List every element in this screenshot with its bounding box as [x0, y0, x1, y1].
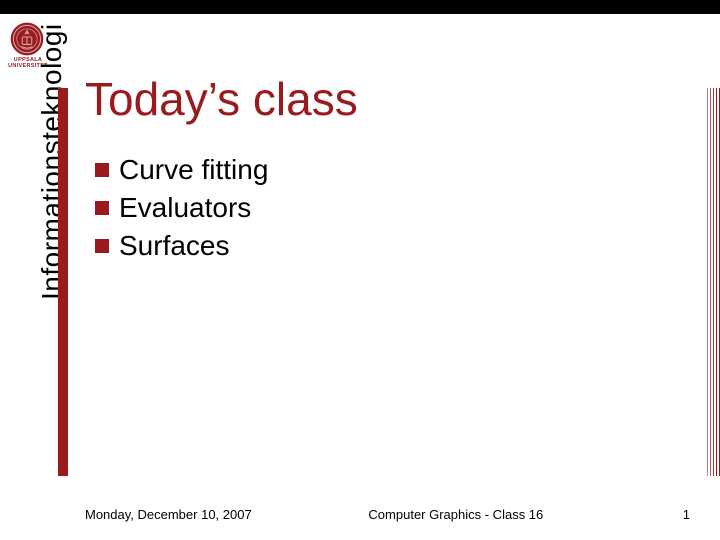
list-item: Curve fitting	[95, 154, 268, 186]
footer-center: Computer Graphics - Class 16	[252, 507, 660, 522]
list-item: Surfaces	[95, 230, 268, 262]
slide: UPPSALA UNIVERSITET Informationsteknolog…	[0, 0, 720, 540]
bullet-text: Evaluators	[119, 192, 251, 224]
slide-footer: Monday, December 10, 2007 Computer Graph…	[85, 507, 690, 522]
bullet-square-icon	[95, 201, 109, 215]
bullet-square-icon	[95, 163, 109, 177]
footer-page-number: 1	[660, 507, 690, 522]
right-accent-stripes	[704, 88, 720, 476]
left-accent-bar	[58, 88, 68, 476]
bullet-list: Curve fitting Evaluators Surfaces	[95, 154, 268, 268]
bullet-text: Surfaces	[119, 230, 230, 262]
list-item: Evaluators	[95, 192, 268, 224]
top-black-bar	[0, 0, 720, 14]
bullet-text: Curve fitting	[119, 154, 268, 186]
slide-title: Today’s class	[85, 72, 358, 126]
bullet-square-icon	[95, 239, 109, 253]
footer-date: Monday, December 10, 2007	[85, 507, 252, 522]
